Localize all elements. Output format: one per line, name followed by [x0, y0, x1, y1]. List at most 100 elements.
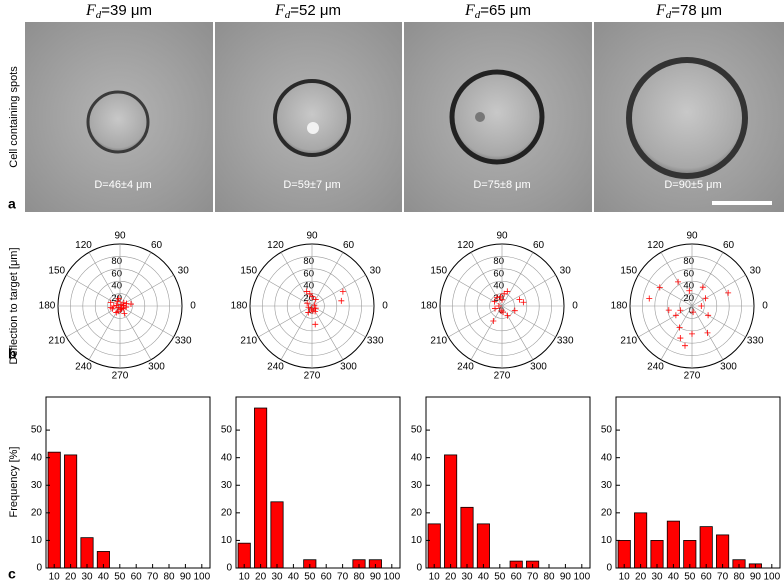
data-point [705, 312, 712, 319]
title-symbol: F [464, 2, 475, 19]
data-point [656, 284, 663, 291]
y-tick-label: 40 [411, 452, 423, 463]
data-point [495, 303, 502, 309]
x-tick-label: 40 [98, 572, 110, 583]
r-tick-label: 80 [683, 256, 694, 267]
data-point [306, 290, 313, 297]
x-tick-label: 100 [763, 572, 780, 583]
x-tick-label: 30 [271, 572, 283, 583]
data-point [677, 307, 684, 314]
y-axis-label: Frequency [%] [8, 447, 20, 518]
data-point [501, 290, 508, 297]
title-text: =52 μm [290, 2, 341, 19]
grid-spoke [280, 305, 313, 360]
y-tick-label: 0 [36, 563, 42, 574]
grid-spoke [311, 252, 344, 307]
theta-tick-label: 90 [114, 231, 126, 242]
y-tick-label: 50 [411, 425, 423, 436]
plot-frame [615, 396, 781, 569]
grid-spoke [280, 252, 313, 307]
theta-tick-label: 60 [723, 240, 735, 251]
bar [270, 501, 284, 569]
bar [716, 534, 730, 569]
y-tick-label: 10 [601, 535, 613, 546]
data-point [114, 298, 121, 305]
theta-tick-label: 60 [533, 240, 545, 251]
theta-tick-label: 0 [190, 301, 196, 312]
data-point [339, 288, 346, 295]
y-tick-label: 10 [221, 535, 233, 546]
data-point [516, 296, 523, 303]
x-tick-label: 90 [560, 572, 572, 583]
grid-spoke [258, 305, 313, 338]
x-tick-label: 100 [193, 572, 210, 583]
x-tick-label: 70 [147, 572, 159, 583]
data-point [127, 301, 134, 308]
x-tick-label: 80 [543, 572, 555, 583]
y-tick-label: 40 [601, 452, 613, 463]
data-point [490, 318, 497, 325]
cell [449, 69, 545, 165]
data-point [494, 294, 501, 301]
plot-frame [425, 396, 591, 569]
grid-spoke [448, 305, 503, 338]
theta-tick-label: 180 [39, 301, 56, 312]
data-point [504, 312, 511, 319]
panel-title: Fd=78 μm [655, 2, 722, 21]
title-symbol: F [85, 2, 96, 19]
y-tick-label: 0 [606, 563, 612, 574]
r-tick-label: 60 [683, 268, 694, 279]
panel-letter: c [8, 566, 16, 582]
plot-frame [45, 396, 211, 569]
theta-tick-label: 60 [151, 240, 163, 251]
x-tick-label: 80 [733, 572, 745, 583]
data-point [107, 299, 114, 306]
plot-frame [235, 396, 401, 569]
cell [626, 57, 748, 179]
x-tick-label: 10 [239, 572, 251, 583]
bar [634, 512, 648, 569]
nucleus [307, 122, 319, 134]
theta-tick-label: 180 [231, 301, 248, 312]
y-tick-label: 30 [411, 480, 423, 491]
data-point [117, 306, 124, 313]
theta-tick-label: 300 [530, 361, 547, 372]
data-point [109, 305, 116, 312]
y-tick-label: 30 [221, 480, 233, 491]
theta-tick-label: 150 [620, 266, 637, 277]
bar [254, 407, 268, 569]
y-tick-label: 40 [31, 452, 43, 463]
grid-spoke [638, 305, 693, 338]
bar [80, 537, 94, 569]
data-point [338, 297, 345, 304]
r-tick-label: 80 [493, 256, 504, 267]
theta-tick-label: 300 [148, 361, 165, 372]
theta-tick-label: 270 [494, 371, 511, 382]
y-tick-label: 30 [601, 480, 613, 491]
x-tick-label: 10 [429, 572, 441, 583]
x-tick-label: 30 [81, 572, 93, 583]
y-tick-label: 20 [411, 507, 423, 518]
bar [476, 523, 490, 569]
y-tick-label: 50 [31, 425, 43, 436]
row-label: Cell containing spots [8, 66, 20, 168]
x-tick-label: 20 [635, 572, 647, 583]
r-tick-label: 0 [689, 306, 694, 317]
panel-title: Fd=52 μm [274, 2, 341, 21]
theta-tick-label: 150 [48, 266, 65, 277]
theta-tick-label: 330 [747, 336, 764, 347]
theta-tick-label: 180 [611, 301, 628, 312]
x-tick-label: 50 [494, 572, 506, 583]
data-point [686, 287, 693, 294]
theta-tick-label: 90 [686, 231, 698, 242]
data-point [312, 321, 319, 328]
data-point [682, 342, 689, 349]
data-point [675, 278, 682, 285]
bar [650, 540, 664, 569]
x-tick-label: 70 [337, 572, 349, 583]
grid-spoke [119, 305, 152, 360]
theta-tick-label: 0 [572, 301, 578, 312]
data-point [500, 309, 507, 316]
theta-tick-label: 120 [647, 240, 664, 251]
diameter-label: D=59±7 μm [283, 179, 340, 191]
